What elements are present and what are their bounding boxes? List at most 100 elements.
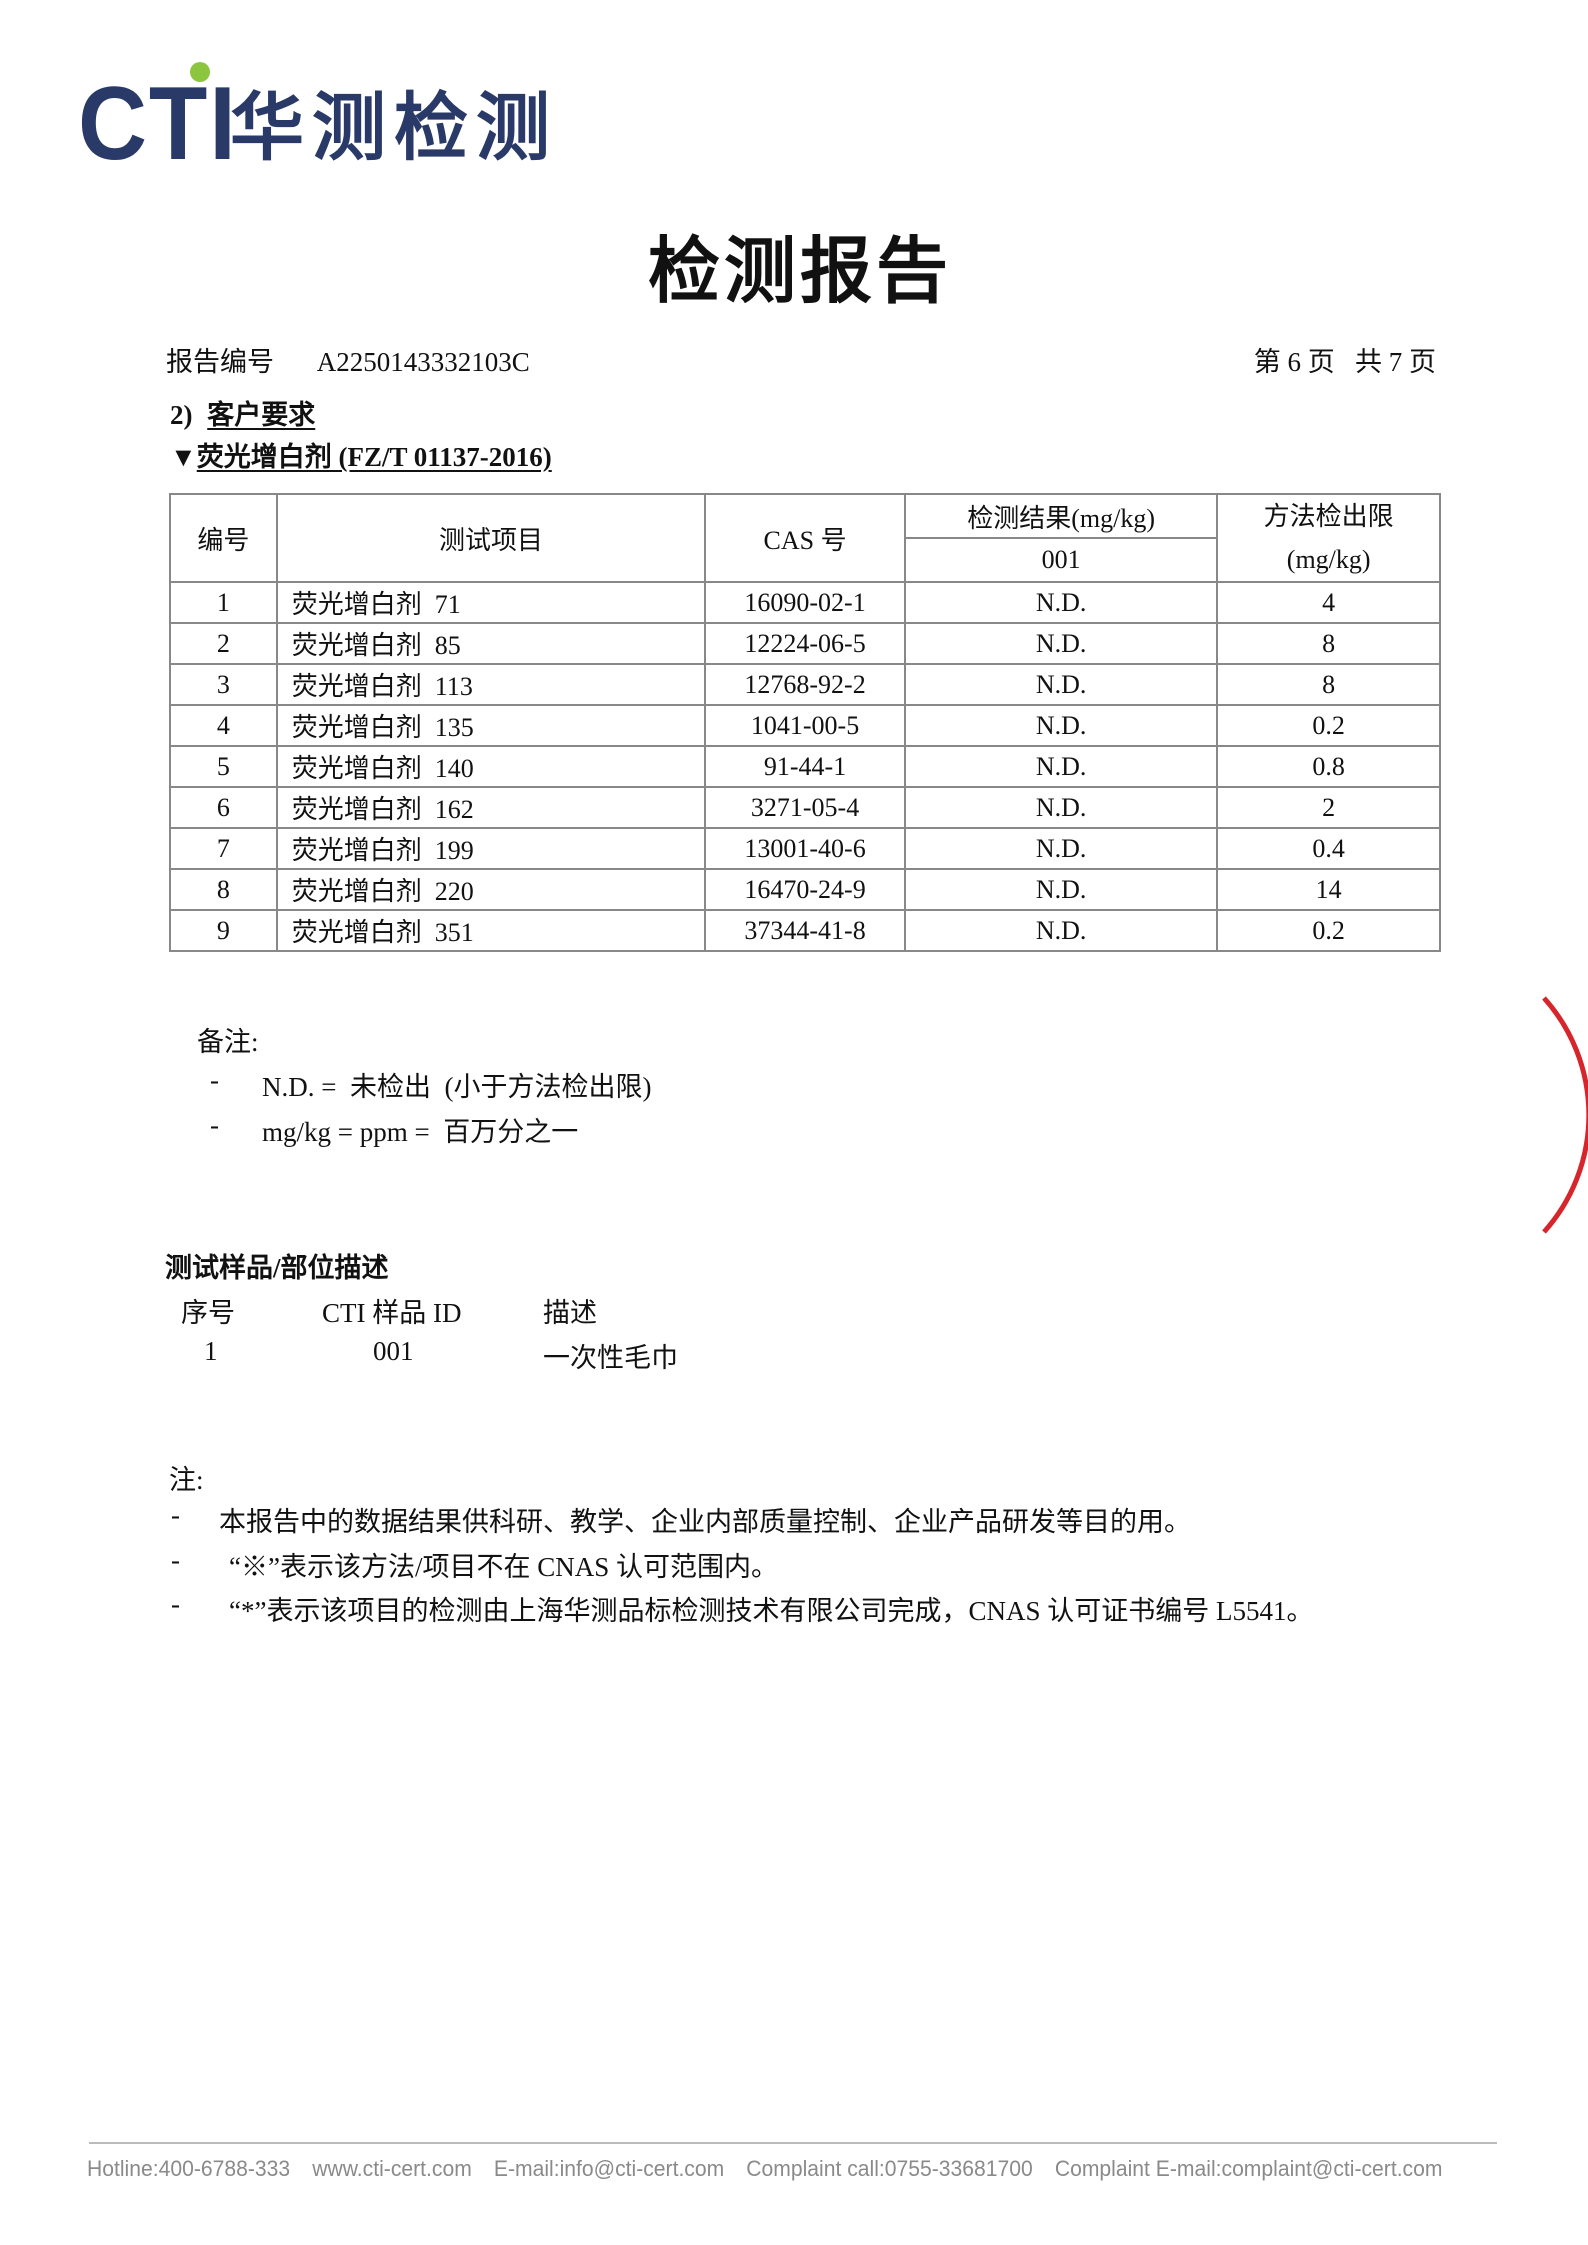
cell-item: 荧光增白剂 113 <box>275 663 707 706</box>
header-result: 检测结果(mg/kg) <box>903 493 1219 539</box>
footer-item[interactable]: www.cti-cert.com <box>312 2156 472 2181</box>
cell-no: 7 <box>169 827 278 870</box>
remarks-label: 备注: <box>197 1027 259 1057</box>
cell-cas: 16470-24-9 <box>704 868 906 911</box>
table-row: 1 荧光增白剂 71 16090-02-1 N.D. 4 <box>169 581 1441 624</box>
note-item: “*”表示该项目的检测由上海华测品标检测技术有限公司完成，CNAS 认可证书编号… <box>229 1596 1314 1626</box>
report-number-row: 报告编号 A2250143332103C <box>166 340 530 379</box>
note-item: “※”表示该方法/项目不在 CNAS 认可范围内。 <box>229 1551 778 1582</box>
cell-no: 4 <box>169 704 278 747</box>
section-title: 客户要求 <box>207 400 316 430</box>
cell-mdl: 8 <box>1216 622 1441 665</box>
header-cas: CAS 号 <box>704 493 906 583</box>
cell-mdl: 14 <box>1216 868 1441 911</box>
sample-desc: 一次性毛巾 <box>543 1343 678 1373</box>
page-indicator: 第 6 页 共 7 页 <box>1253 347 1436 377</box>
footer: Hotline:400-6788-333 www.cti-cert.com E-ma… <box>87 2156 1443 2182</box>
cell-mdl: 8 <box>1216 663 1441 706</box>
header-mdl: 方法检出限 (mg/kg) <box>1216 493 1441 583</box>
table-row: 6 荧光增白剂 162 3271-05-4 N.D. 2 <box>169 786 1441 829</box>
cell-mdl: 0.4 <box>1216 827 1441 870</box>
cell-no: 5 <box>169 745 278 788</box>
cell-mdl: 0.2 <box>1216 909 1441 952</box>
cell-no: 2 <box>169 622 278 665</box>
dash-marker: - <box>171 1589 180 1619</box>
table-header-row: 编号 测试项目 CAS 号 检测结果(mg/kg) 方法检出限 (mg/kg) <box>169 493 1441 583</box>
cell-result: N.D. <box>903 909 1219 952</box>
cell-result: N.D. <box>903 786 1219 829</box>
header-mdl-unit: (mg/kg) <box>1286 545 1371 574</box>
remark-item: mg/kg = ppm = 百万分之一 <box>262 1117 579 1147</box>
triangle-icon: ▼ <box>170 442 197 472</box>
cell-no: 8 <box>169 868 278 911</box>
cell-cas: 3271-05-4 <box>704 786 906 829</box>
cell-cas: 37344-41-8 <box>704 909 906 952</box>
note-item: 本报告中的数据结果供科研、教学、企业内部质量控制、企业产品研发等目的用。 <box>219 1507 1191 1537</box>
cell-item: 荧光增白剂 162 <box>275 786 707 829</box>
cti-logo: CTI 华测检测 <box>78 58 588 182</box>
cell-result: N.D. <box>903 704 1219 747</box>
samples-header-no: 序号 <box>181 1298 235 1328</box>
cell-mdl: 0.8 <box>1216 745 1441 788</box>
cell-cas: 12224-06-5 <box>704 622 906 665</box>
seal-ring <box>1542 996 1588 1234</box>
cell-item: 荧光增白剂 199 <box>275 827 707 870</box>
table-row: 2 荧光增白剂 85 12224-06-5 N.D. 8 <box>169 622 1441 665</box>
cell-cas: 12768-92-2 <box>704 663 906 706</box>
report-number: A2250143332103C <box>316 347 530 377</box>
table-row: 5 荧光增白剂 140 91-44-1 N.D. 0.8 <box>169 745 1441 788</box>
cell-mdl: 4 <box>1216 581 1441 624</box>
cell-no: 1 <box>169 581 278 624</box>
footer-item[interactable]: E-mail:info@cti-cert.com <box>493 2156 725 2181</box>
logo-dot <box>190 62 210 82</box>
header-sample-id: 001 <box>903 537 1219 583</box>
footer-divider <box>89 2142 1497 2144</box>
footer-item[interactable]: Complaint call:0755-33681700 <box>746 2156 1033 2181</box>
sample-id: 001 <box>373 1336 414 1366</box>
cell-item: 荧光增白剂 135 <box>275 704 707 747</box>
cell-result: N.D. <box>903 868 1219 911</box>
table-row: 8 荧光增白剂 220 16470-24-9 N.D. 14 <box>169 868 1441 911</box>
samples-header-desc: 描述 <box>543 1298 597 1328</box>
dash-marker: - <box>210 1065 219 1095</box>
samples-heading: 测试样品/部位描述 <box>165 1253 389 1283</box>
cell-no: 9 <box>169 909 278 952</box>
notes-label: 注: <box>169 1465 204 1495</box>
cell-mdl: 0.2 <box>1216 704 1441 747</box>
cell-cas: 16090-02-1 <box>704 581 906 624</box>
cell-item: 荧光增白剂 220 <box>275 868 707 911</box>
remark-item: N.D. = 未检出 (小于方法检出限) <box>262 1072 652 1102</box>
cell-item: 荧光增白剂 85 <box>275 622 707 665</box>
cell-item: 荧光增白剂 351 <box>275 909 707 952</box>
table-row: 4 荧光增白剂 135 1041-00-5 N.D. 0.2 <box>169 704 1441 747</box>
report-number-label: 报告编号 <box>166 347 274 377</box>
company-seal: 公有限公司 <box>1542 992 1588 1234</box>
cell-no: 6 <box>169 786 278 829</box>
cell-item: 荧光增白剂 71 <box>275 581 707 624</box>
cell-result: N.D. <box>903 745 1219 788</box>
subheading: ▼荧光增白剂 (FZ/T 01137-2016) <box>170 435 552 474</box>
cell-item: 荧光增白剂 140 <box>275 745 707 788</box>
cell-result: N.D. <box>903 622 1219 665</box>
cell-mdl: 2 <box>1216 786 1441 829</box>
footer-item: Hotline:400-6788-333 <box>87 2156 291 2181</box>
logo-brand: CTI <box>78 66 238 182</box>
table-row: 7 荧光增白剂 199 13001-40-6 N.D. 0.4 <box>169 827 1441 870</box>
section-heading: 2) 客户要求 <box>170 393 315 432</box>
cell-result: N.D. <box>903 581 1219 624</box>
dash-marker: - <box>171 1500 180 1530</box>
header-no: 编号 <box>169 493 278 583</box>
cell-no: 3 <box>169 663 278 706</box>
page-title: 检测报告 <box>647 232 952 312</box>
subheading-text: 荧光增白剂 (FZ/T 01137-2016) <box>196 442 552 472</box>
dash-marker: - <box>171 1544 180 1575</box>
table-subheader-row: 001 <box>170 537 1440 583</box>
header-item: 测试项目 <box>275 493 707 583</box>
cell-result: N.D. <box>903 827 1219 870</box>
cell-result: N.D. <box>903 663 1219 706</box>
results-table: 编号 测试项目 CAS 号 检测结果(mg/kg) 方法检出限 (mg/kg) … <box>169 493 1441 952</box>
header-mdl-label: 方法检出限 <box>1263 502 1394 531</box>
table-row: 9 荧光增白剂 351 37344-41-8 N.D. 0.2 <box>169 909 1441 952</box>
cell-cas: 91-44-1 <box>704 745 906 788</box>
footer-item[interactable]: Complaint E-mail:complaint@cti-cert.com <box>1054 2156 1443 2181</box>
